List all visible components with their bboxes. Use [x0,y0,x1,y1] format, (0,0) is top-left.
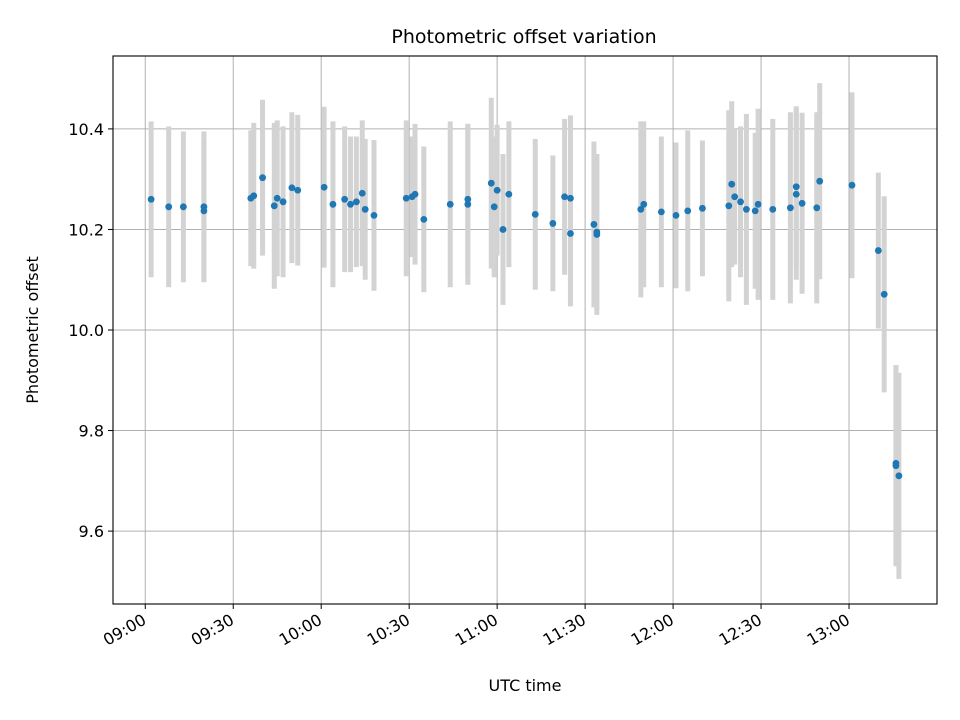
x-tick-label: 12:30 [716,610,765,650]
data-point [505,190,513,198]
data-point [464,195,472,203]
y-tick-label: 10.0 [68,321,104,340]
data-point [200,207,208,215]
errorbars [148,83,902,579]
data-point [499,226,507,233]
data-point [250,192,258,200]
chart-title: Photometric offset variation [391,26,656,48]
data-point [728,180,736,188]
x-tick-label: 11:30 [540,610,589,650]
data-point [352,198,360,206]
data-point [490,203,498,211]
data-point [874,247,882,254]
y-tick-label: 9.8 [79,422,104,441]
data-point [165,203,173,211]
x-tick-label: 09:30 [188,610,237,650]
data-point [402,194,410,202]
y-tick-label: 10.4 [68,120,104,139]
data-point [531,210,539,218]
data-point [813,204,821,212]
x-axis-label: UTC time [489,676,562,695]
data-point [798,199,806,207]
data-point [792,190,800,198]
data-point [593,231,601,238]
y-axis-label: Photometric offset [23,256,42,404]
x-tick-label: 10:00 [276,610,325,650]
x-tick-label: 11:00 [452,610,501,650]
data-point [640,200,648,208]
data-point [288,184,296,192]
data-point [637,205,645,213]
data-point [699,204,706,212]
data-point [320,183,328,191]
data-point [848,181,856,189]
data-point [751,207,759,215]
data-point [754,200,762,208]
data-point [737,198,744,206]
data-point [880,290,888,298]
grid [113,56,937,604]
y-tick-label: 10.2 [68,220,104,239]
x-tick-label: 09:00 [100,610,149,650]
data-point [179,203,187,211]
data-point [895,472,903,480]
data-point [549,220,557,227]
data-point [270,202,278,210]
data-point [411,190,419,198]
data-point [786,204,794,212]
data-point [792,183,800,191]
data-point [731,193,739,201]
y-tick-label: 9.6 [79,522,104,541]
x-tick-label: 12:00 [628,610,677,650]
data-point [493,186,501,194]
data-point [567,230,574,237]
data-point [329,200,337,208]
data-point [446,200,454,208]
data-point [259,174,266,182]
data-point [657,208,665,216]
data-point [725,202,733,210]
data-point [279,198,287,206]
x-tick-label: 13:00 [804,610,853,650]
data-point [742,205,750,213]
x-axis-ticks: 09:00 09:30 10:00 10:30 11:00 11:30 12:00 12:30… [100,604,853,650]
data-point [464,200,472,208]
data-point [420,215,428,223]
data-point [590,221,598,228]
x-tick-label: 10:30 [364,610,413,650]
data-point [147,195,155,203]
data-point [273,194,281,202]
y-axis-ticks: 9.6 9.8 10.0 10.2 10.4 [68,120,113,541]
data-point [892,462,900,470]
data-point [347,200,354,208]
data-point [769,205,777,213]
data-point [370,211,378,219]
data-point [341,195,349,203]
data-point [358,189,366,197]
data-point [487,179,495,187]
data-point [684,207,692,215]
data-point [567,194,574,202]
data-point [672,211,680,219]
data-point [816,177,824,185]
data-points [147,174,903,480]
data-point [561,193,568,201]
data-point [361,205,369,213]
data-point [294,186,302,194]
